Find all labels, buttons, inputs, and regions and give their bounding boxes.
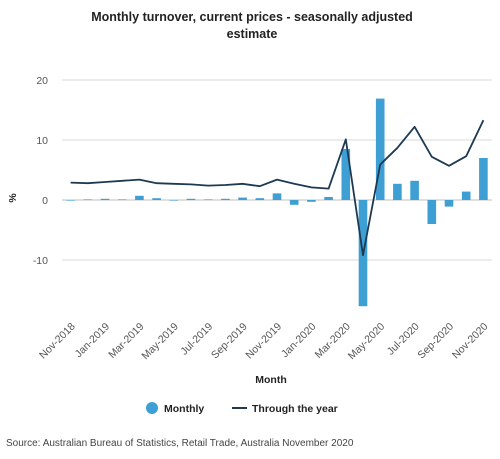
chart-title-line2: estimate [227, 27, 278, 41]
bar-monthly [66, 200, 75, 201]
bar-monthly [169, 200, 179, 201]
y-tick-label: 10 [36, 135, 48, 147]
x-tick-label: Jan-2020 [279, 321, 319, 361]
x-tick-label: Sep-2020 [415, 321, 456, 362]
y-axis-ticks: 20 10 0 -10 [33, 75, 48, 267]
bar-monthly [375, 98, 385, 200]
x-axis-label: Month [255, 374, 287, 386]
bar-monthly [255, 198, 265, 200]
bar-monthly [479, 158, 488, 200]
bar-monthly [307, 200, 316, 202]
bar-monthly [186, 198, 196, 200]
y-axis-label: % [7, 193, 19, 203]
bar-monthly [410, 180, 419, 200]
x-tick-label: Nov-2019 [243, 321, 284, 362]
legend-monthly-label: Monthly [164, 403, 204, 415]
bar-monthly [83, 199, 93, 200]
bar-monthly [393, 183, 402, 200]
series-line-through-the-year [70, 119, 485, 257]
bar-monthly [221, 198, 230, 200]
x-tick-label: May-2020 [346, 321, 388, 363]
x-tick-label: May-2019 [139, 321, 181, 363]
bar-monthly [341, 149, 351, 200]
x-tick-label: Jan-2019 [73, 321, 113, 361]
legend: Monthly Through the year [146, 402, 338, 415]
bar-monthly [238, 197, 247, 200]
legend-monthly-marker [146, 402, 158, 414]
x-tick-label: Sep-2019 [209, 321, 250, 362]
legend-through-the-year-label: Through the year [252, 403, 338, 415]
bar-monthly [444, 200, 454, 207]
x-tick-label: Nov-2018 [37, 321, 78, 362]
gridlines [62, 79, 492, 261]
bar-monthly [152, 198, 161, 200]
line-through-the-year [70, 119, 485, 257]
bar-monthly [461, 191, 471, 200]
source-note: Source: Australian Bureau of Statistics,… [6, 438, 354, 449]
y-tick-label: -10 [33, 255, 48, 267]
bar-monthly [272, 193, 282, 200]
chart-title: Monthly turnover, current prices - seaso… [91, 10, 413, 24]
bar-monthly [203, 199, 213, 200]
y-tick-label: 0 [42, 195, 48, 207]
bar-monthly [427, 200, 437, 224]
bar-monthly [117, 199, 127, 200]
y-tick-label: 20 [36, 75, 48, 87]
bar-monthly [135, 195, 144, 200]
bar-monthly [324, 197, 333, 200]
x-tick-label: Nov-2020 [450, 321, 491, 362]
bars-monthly [66, 98, 488, 307]
bar-monthly [289, 200, 299, 205]
x-axis-ticks: Nov-2018Jan-2019Mar-2019May-2019Jul-2019… [37, 321, 491, 363]
bar-monthly [100, 198, 110, 200]
